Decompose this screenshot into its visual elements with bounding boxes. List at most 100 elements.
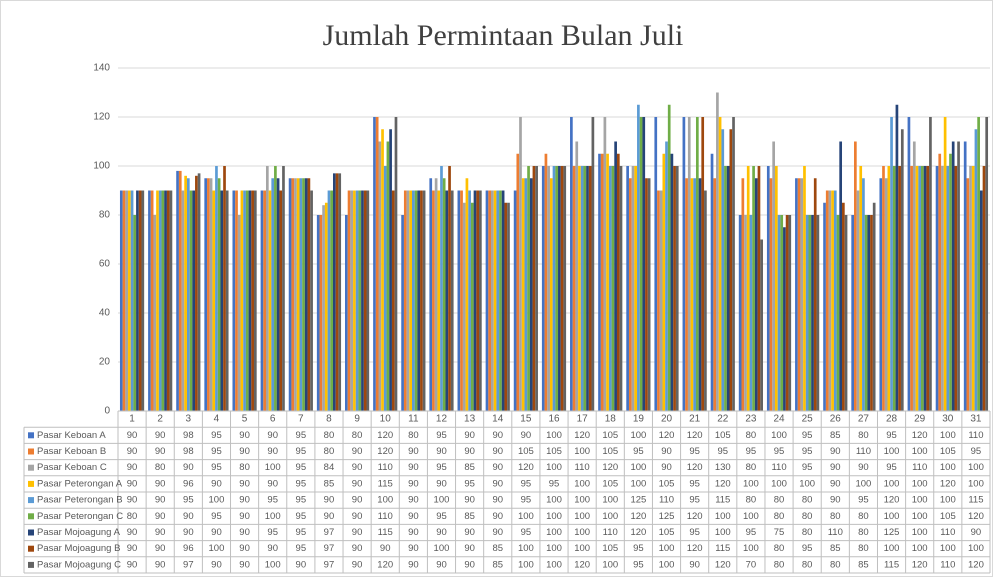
bar: [862, 178, 865, 411]
table-value: 120: [715, 478, 731, 489]
bar: [521, 178, 525, 411]
table-value: 90: [408, 446, 419, 457]
bar: [164, 190, 167, 411]
table-value: 100: [968, 478, 984, 489]
table-value: 120: [715, 559, 731, 570]
bar: [600, 153, 604, 411]
bar: [501, 190, 505, 411]
bar: [302, 178, 305, 411]
bar: [248, 190, 252, 411]
table-value: 80: [746, 495, 757, 506]
table-value: 80: [858, 511, 869, 522]
bar: [892, 166, 896, 411]
bar: [232, 190, 236, 411]
bar: [353, 190, 356, 411]
table-value: 90: [464, 446, 475, 457]
table-value: 100: [209, 495, 225, 506]
bar: [391, 190, 395, 411]
table-value: 120: [687, 430, 703, 441]
table-value: 90: [661, 446, 672, 457]
bar: [887, 166, 891, 411]
x-tick-label: 22: [717, 414, 729, 425]
table-value: 90: [436, 527, 447, 538]
bar: [437, 190, 441, 411]
x-tick-label: 18: [605, 414, 617, 425]
table-value: 100: [630, 462, 646, 473]
table-value: 90: [830, 478, 841, 489]
table-value: 100: [968, 543, 984, 554]
table-value: 100: [940, 543, 956, 554]
table-value: 80: [746, 462, 757, 473]
table-value: 95: [211, 446, 222, 457]
table-value: 90: [155, 543, 166, 554]
table-value: 90: [183, 462, 194, 473]
bar: [816, 215, 820, 411]
bar: [966, 178, 970, 411]
bar: [279, 190, 283, 411]
table-value: 100: [743, 478, 759, 489]
bar: [864, 215, 868, 411]
bar: [189, 190, 193, 411]
bar: [951, 141, 955, 411]
bar: [223, 166, 226, 411]
table-value: 90: [408, 462, 419, 473]
table-value: 120: [518, 462, 534, 473]
table-value: 95: [802, 462, 813, 473]
x-tick-label: 24: [773, 414, 785, 425]
table-value: 90: [127, 559, 138, 570]
bar: [204, 178, 208, 411]
bar: [867, 215, 871, 411]
bar: [941, 166, 944, 411]
table-value: 95: [296, 430, 307, 441]
table-value: 95: [267, 495, 278, 506]
bar: [186, 178, 190, 411]
bar: [982, 166, 986, 411]
table-value: 90: [183, 511, 194, 522]
table-value: 100: [940, 430, 956, 441]
bar: [631, 166, 635, 411]
bar: [432, 190, 435, 411]
bar: [332, 173, 336, 411]
table-value: 95: [689, 495, 700, 506]
table-value: 90: [155, 446, 166, 457]
table-value: 95: [296, 478, 307, 489]
table-value: 110: [659, 495, 674, 506]
table-value: 90: [492, 446, 503, 457]
bar: [856, 190, 860, 411]
bar: [775, 166, 778, 411]
x-tick-label: 2: [157, 414, 163, 425]
bar: [628, 178, 632, 411]
table-value: 90: [464, 527, 475, 538]
table-value: 100: [884, 511, 900, 522]
table-value: 110: [912, 462, 927, 473]
table-value: 90: [239, 495, 250, 506]
bar: [282, 166, 285, 411]
table-value: 100: [574, 446, 590, 457]
table-value: 125: [630, 495, 646, 506]
bar: [626, 166, 629, 411]
table-value: 90: [239, 527, 250, 538]
bar: [637, 104, 640, 411]
table-value: 95: [521, 527, 532, 538]
table-value: 90: [492, 462, 503, 473]
bar: [161, 190, 165, 411]
bar: [335, 173, 339, 411]
table-value: 100: [546, 495, 562, 506]
table-value: 100: [940, 462, 956, 473]
bar: [476, 190, 480, 411]
table-value: 120: [377, 430, 393, 441]
table-value: 100: [574, 478, 590, 489]
table-value: 90: [352, 511, 363, 522]
bar: [488, 190, 492, 411]
table-value: 110: [575, 462, 590, 473]
bar: [516, 153, 520, 411]
bar: [558, 166, 561, 411]
table-value: 105: [602, 478, 618, 489]
bar: [670, 153, 674, 411]
table-value: 90: [296, 559, 307, 570]
bar: [485, 190, 489, 411]
bar: [657, 190, 660, 411]
bar: [757, 166, 761, 411]
table-value: 120: [574, 559, 590, 570]
bar: [409, 190, 413, 411]
